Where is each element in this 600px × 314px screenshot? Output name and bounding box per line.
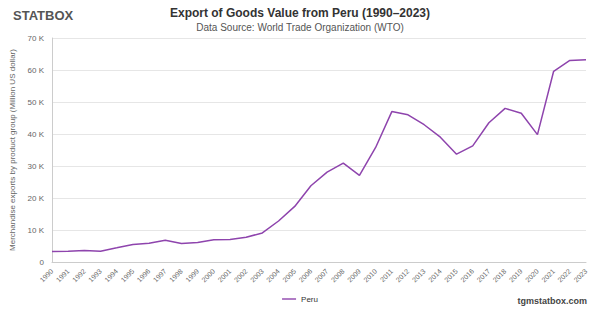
svg-text:2019: 2019 <box>508 267 524 283</box>
svg-text:2018: 2018 <box>492 267 508 283</box>
svg-text:2001: 2001 <box>217 267 233 283</box>
svg-text:30 K: 30 K <box>28 162 45 171</box>
svg-text:2010: 2010 <box>362 267 378 283</box>
svg-text:2005: 2005 <box>281 267 297 283</box>
svg-text:Export of Goods Value from Per: Export of Goods Value from Peru (1990–20… <box>170 6 430 20</box>
svg-text:1993: 1993 <box>87 267 103 283</box>
svg-text:1991: 1991 <box>55 267 71 283</box>
svg-text:tgmstatbox.com: tgmstatbox.com <box>517 296 587 306</box>
svg-text:Merchandise exports by product: Merchandise exports by product group (Mi… <box>8 49 17 251</box>
svg-text:2013: 2013 <box>411 267 427 283</box>
svg-text:2006: 2006 <box>297 267 313 283</box>
svg-text:20 K: 20 K <box>28 194 45 203</box>
svg-text:1997: 1997 <box>152 267 168 283</box>
svg-text:Peru: Peru <box>301 295 318 304</box>
svg-text:40 K: 40 K <box>28 130 45 139</box>
svg-text:2022: 2022 <box>556 267 572 283</box>
svg-text:2023: 2023 <box>573 267 589 283</box>
svg-text:2008: 2008 <box>330 267 346 283</box>
svg-text:2016: 2016 <box>459 267 475 283</box>
svg-text:STATBOX: STATBOX <box>13 8 74 23</box>
svg-text:70 K: 70 K <box>28 34 45 43</box>
svg-text:1992: 1992 <box>71 267 87 283</box>
svg-text:2020: 2020 <box>524 267 540 283</box>
svg-text:1998: 1998 <box>168 267 184 283</box>
svg-text:Data Source: World Trade Organ: Data Source: World Trade Organization (W… <box>196 22 404 33</box>
svg-text:0: 0 <box>40 258 45 267</box>
svg-text:2021: 2021 <box>540 267 556 283</box>
svg-text:2015: 2015 <box>443 267 459 283</box>
svg-text:2017: 2017 <box>475 267 491 283</box>
svg-text:10 K: 10 K <box>28 226 45 235</box>
svg-text:1994: 1994 <box>103 267 119 283</box>
svg-text:2011: 2011 <box>379 267 395 283</box>
svg-text:2002: 2002 <box>233 267 249 283</box>
svg-text:2012: 2012 <box>395 267 411 283</box>
svg-text:1999: 1999 <box>184 267 200 283</box>
svg-text:2004: 2004 <box>265 267 281 283</box>
svg-text:50 K: 50 K <box>28 98 45 107</box>
svg-text:1995: 1995 <box>119 267 135 283</box>
svg-text:1996: 1996 <box>136 267 152 283</box>
svg-text:60 K: 60 K <box>28 66 45 75</box>
svg-text:1990: 1990 <box>39 267 55 283</box>
svg-text:2003: 2003 <box>249 267 265 283</box>
svg-text:2009: 2009 <box>346 267 362 283</box>
svg-text:2007: 2007 <box>314 267 330 283</box>
svg-text:2014: 2014 <box>427 267 443 283</box>
svg-text:2000: 2000 <box>200 267 216 283</box>
